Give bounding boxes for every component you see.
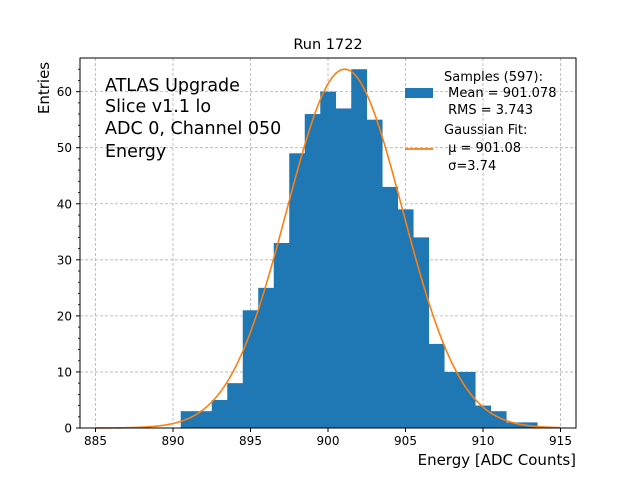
histogram-bar [320,91,337,429]
annotation-line-4: Energy [105,142,166,162]
annotation-text: ATLAS Upgrade Slice v1.1 lo ADC 0, Chann… [105,76,281,162]
legend-samples-line-2: Mean = 901.078 [444,86,556,101]
y-tick-label: 60 [57,85,72,99]
gaussian-fit-curve [95,68,561,429]
histogram-bar [335,108,352,429]
histogram-bar [444,371,461,428]
y-tick-label: 50 [57,141,72,155]
x-tick-label: 915 [549,434,572,448]
y-axis-ticks: 0 10 20 30 40 50 60 [57,68,80,436]
annotation-line-2: Slice v1.1 lo [105,97,211,117]
y-tick-label: 20 [57,309,72,323]
histogram-bar [273,243,290,428]
annotation-line-1: ATLAS Upgrade [105,76,240,96]
histogram-bar [211,399,228,428]
histogram-bar [258,287,275,428]
y-tick-label: 40 [57,197,72,211]
x-tick-label: 910 [472,434,495,448]
histogram-bar [196,411,213,428]
x-tick-label: 900 [317,434,340,448]
legend-fit-line-3: σ=3.74 [444,159,496,174]
histogram-bar [428,343,445,428]
histogram-bar [413,237,430,428]
chart-title: Run 1722 [293,37,362,53]
legend-samples-line-1: Samples (597): [444,70,543,85]
histogram-bar [180,411,197,428]
histogram-bar [289,153,306,428]
legend-fit-line-1: Gaussian Fit: [444,123,527,138]
y-tick-label: 30 [57,253,72,267]
legend: Samples (597): Mean = 901.078 RMS = 3.74… [405,70,556,174]
x-tick-label: 905 [394,434,417,448]
x-axis-ticks: 885 890 895 900 905 910 915 [84,428,572,448]
histogram-bar [506,422,523,428]
y-axis-label: Entries [35,62,53,114]
y-tick-label: 0 [64,422,72,436]
x-tick-label: 895 [239,434,262,448]
histogram-bar [459,371,476,428]
x-tick-label: 890 [162,434,185,448]
y-tick-label: 10 [57,365,72,379]
histogram-bar [366,119,383,429]
histogram-bars [180,69,538,429]
histogram-bar [242,310,259,428]
annotation-line-3: ADC 0, Channel 050 [105,119,281,139]
histogram-bar [304,114,321,428]
histogram-bar [397,209,414,428]
legend-samples-swatch [405,88,433,98]
histogram-bar [382,186,399,428]
legend-samples-line-3: RMS = 3.743 [444,103,533,118]
legend-fit-line-2: μ = 901.08 [444,141,521,156]
x-axis-label: Energy [ADC Counts] [418,451,576,469]
histogram-bar [351,69,368,428]
histogram-bar [227,383,244,428]
x-tick-label: 885 [84,434,107,448]
histogram-bar [475,405,492,428]
